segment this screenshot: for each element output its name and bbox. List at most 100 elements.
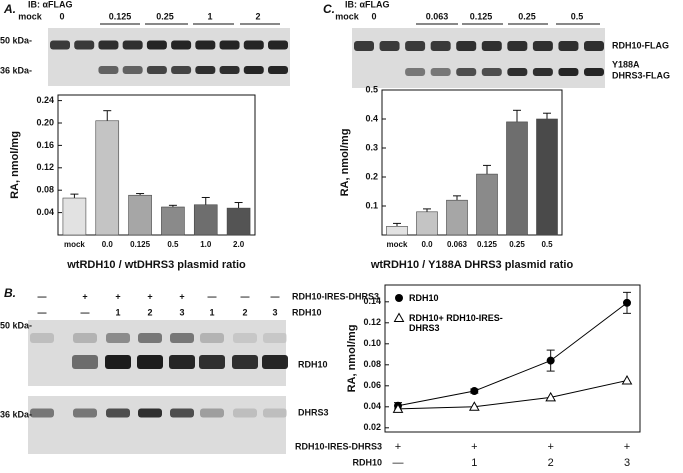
plot-frame — [384, 284, 641, 433]
y-tick-label: 0.02 — [363, 422, 381, 432]
y-tick-label: 0.12 — [363, 317, 381, 327]
antibody-label: IB: αFLAG — [28, 0, 73, 9]
y-tick-label: 0.12 — [36, 162, 54, 172]
y-tick-label: 0.08 — [36, 185, 54, 195]
y-tick-label: 0.4 — [365, 113, 378, 123]
x-tick-label: + — [547, 441, 553, 453]
panel-label: A. — [3, 2, 16, 16]
x-tick-label: 2 — [548, 457, 554, 468]
band — [195, 40, 216, 50]
band-label: RDH10-FLAG — [612, 40, 669, 50]
lane-label: 1 — [207, 11, 212, 21]
band-label: RDH10 — [298, 359, 328, 369]
lane-label: 0 — [59, 11, 64, 21]
bar — [506, 121, 528, 236]
blot — [48, 28, 290, 86]
band — [507, 68, 528, 76]
band — [263, 408, 287, 418]
bar — [476, 173, 498, 236]
band-label: Y188A — [612, 59, 640, 69]
line — [397, 302, 628, 407]
band — [243, 40, 264, 50]
band — [268, 66, 288, 74]
y-tick-label: 0.20 — [36, 117, 54, 127]
band-label: DHRS3-FLAG — [612, 70, 670, 80]
plot-frame — [57, 94, 256, 236]
lane-label: 0.125 — [109, 11, 132, 21]
plot-frame — [381, 89, 563, 236]
y-tick-label: 0.3 — [365, 142, 378, 152]
size-marker: 50 kDa- — [0, 320, 32, 330]
x-tick-label: mock — [64, 240, 85, 249]
band — [146, 66, 167, 74]
band — [532, 41, 553, 51]
lane-label: — — [38, 291, 47, 301]
lane-label: 2 — [255, 11, 260, 21]
band — [106, 333, 130, 343]
lane-label: mock — [335, 11, 360, 21]
band — [233, 333, 257, 343]
panel-label: C. — [323, 2, 335, 16]
band — [243, 66, 264, 74]
x-tick-label: 0.5 — [541, 240, 553, 249]
x-tick-label: 0.0 — [102, 240, 114, 249]
bar — [226, 207, 251, 236]
blot — [28, 320, 286, 386]
legend-marker — [395, 294, 403, 302]
marker — [468, 401, 480, 411]
blot — [352, 28, 605, 88]
legend-label: RDH10+ RDH10-IRES-DHRS3 — [409, 313, 503, 333]
size-marker: 36 kDa- — [0, 409, 32, 419]
band — [98, 40, 119, 50]
y-tick-label: 0.2 — [365, 171, 378, 181]
x-tick-label: 0.125 — [477, 240, 498, 249]
y-tick-label: 0.08 — [363, 359, 381, 369]
x-tick-label: 0.063 — [447, 240, 468, 249]
lane-label: + — [115, 291, 120, 301]
marker — [392, 403, 404, 413]
y-tick-label: 0.1 — [365, 200, 378, 210]
band — [584, 41, 604, 51]
band — [200, 333, 224, 343]
lane-label: + — [82, 291, 87, 301]
bar — [62, 197, 87, 236]
x-tick-label: — — [393, 457, 404, 468]
band — [430, 41, 451, 51]
x-tick-label: 3 — [624, 457, 630, 468]
band — [73, 408, 97, 418]
lane-label: — — [208, 291, 217, 301]
x-tick-label: 0.25 — [509, 240, 525, 249]
band — [430, 68, 451, 76]
band — [405, 68, 426, 76]
size-marker: 36 kDa- — [0, 65, 32, 75]
band — [481, 68, 502, 76]
band-label: DHRS3 — [298, 407, 329, 417]
band — [146, 40, 167, 50]
band — [456, 68, 477, 76]
marker — [623, 298, 631, 307]
band — [170, 408, 194, 418]
band — [532, 68, 553, 76]
row-label: RDH10-IRES-DHRS3 — [295, 441, 382, 451]
size-marker: 50 kDa- — [0, 35, 32, 45]
lane-label: 0.063 — [426, 11, 449, 21]
band — [106, 408, 130, 418]
band — [138, 408, 162, 418]
bar — [193, 204, 218, 236]
x-tick-label: 1.0 — [200, 240, 212, 249]
band — [30, 333, 54, 343]
band — [507, 41, 528, 51]
lane-label: 0.25 — [518, 11, 536, 21]
band — [268, 40, 288, 50]
lane-label: 0.125 — [470, 11, 493, 21]
legend-entry: RDH10+ RDH10-IRES-DHRS3 — [409, 313, 503, 333]
x-tick-label: 0.125 — [130, 240, 151, 249]
bar — [536, 118, 558, 236]
band — [169, 355, 195, 369]
x-tick-label: 0.5 — [167, 240, 179, 249]
legend-marker — [393, 312, 405, 322]
band — [73, 333, 97, 343]
x-tick-label: 0.0 — [421, 240, 433, 249]
band — [137, 355, 163, 369]
band — [105, 355, 131, 369]
